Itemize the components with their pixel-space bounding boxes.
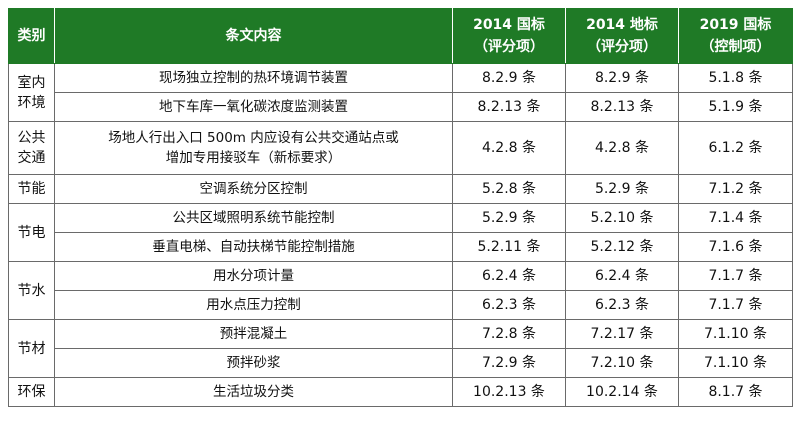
header-content: 条文内容 bbox=[54, 8, 453, 64]
db2014-cell: 10.2.14 条 bbox=[565, 377, 679, 407]
gb2019-cell: 7.1.7 条 bbox=[678, 261, 793, 291]
category-cell: 室内 环境 bbox=[8, 63, 55, 122]
content-cell: 预拌混凝土 bbox=[54, 319, 453, 349]
gb2014-cell: 10.2.13 条 bbox=[452, 377, 566, 407]
header-category: 类别 bbox=[8, 8, 55, 64]
category-line: 公共 bbox=[17, 130, 46, 146]
header-gb2019-line1: 2019 国标 bbox=[699, 17, 772, 33]
header-db2014-line2: （评分项） bbox=[587, 39, 657, 55]
content-cell: 场地人行出入口 500m 内应设有公共交通站点或 增加专用接驳车（新标要求） bbox=[54, 121, 453, 175]
gb2014-cell: 8.2.9 条 bbox=[452, 63, 566, 93]
comparison-table-container: 类别 条文内容 2014 国标 （评分项） 2014 地标 （评分项） 2019… bbox=[8, 8, 793, 407]
category-line: 交通 bbox=[17, 150, 46, 166]
header-gb2014-line2: （评分项） bbox=[474, 39, 544, 55]
table-row: 垂直电梯、自动扶梯节能控制措施 5.2.11 条 5.2.12 条 7.1.6 … bbox=[9, 232, 793, 262]
content-cell: 用水分项计量 bbox=[54, 261, 453, 291]
table-row: 预拌砂浆 7.2.9 条 7.2.10 条 7.1.10 条 bbox=[9, 348, 793, 378]
gb2014-cell: 5.2.8 条 bbox=[452, 174, 566, 204]
standards-comparison-table: 类别 条文内容 2014 国标 （评分项） 2014 地标 （评分项） 2019… bbox=[8, 8, 793, 407]
header-gb2014: 2014 国标 （评分项） bbox=[452, 8, 566, 64]
gb2019-cell: 6.1.2 条 bbox=[678, 121, 793, 175]
table-row: 地下车库一氧化碳浓度监测装置 8.2.13 条 8.2.13 条 5.1.9 条 bbox=[9, 92, 793, 122]
gb2014-cell: 4.2.8 条 bbox=[452, 121, 566, 175]
gb2019-cell: 7.1.6 条 bbox=[678, 232, 793, 262]
table-row: 用水点压力控制 6.2.3 条 6.2.3 条 7.1.7 条 bbox=[9, 290, 793, 320]
db2014-cell: 7.2.17 条 bbox=[565, 319, 679, 349]
header-gb2019-line2: （控制项） bbox=[700, 39, 771, 55]
db2014-cell: 6.2.4 条 bbox=[565, 261, 679, 291]
content-cell: 公共区域照明系统节能控制 bbox=[54, 203, 453, 233]
db2014-cell: 6.2.3 条 bbox=[565, 290, 679, 320]
gb2019-cell: 7.1.4 条 bbox=[678, 203, 793, 233]
gb2014-cell: 7.2.8 条 bbox=[452, 319, 566, 349]
header-gb2014-line1: 2014 国标 bbox=[473, 17, 545, 33]
category-cell: 环保 bbox=[8, 377, 55, 407]
category-cell: 节水 bbox=[8, 261, 55, 320]
content-line: 场地人行出入口 500m 内应设有公共交通站点或 bbox=[108, 130, 399, 146]
db2014-cell: 8.2.9 条 bbox=[565, 63, 679, 93]
category-line: 室内 bbox=[17, 74, 46, 91]
category-line: 环境 bbox=[17, 94, 46, 111]
gb2014-cell: 8.2.13 条 bbox=[452, 92, 566, 122]
table-row: 公共 交通 场地人行出入口 500m 内应设有公共交通站点或 增加专用接驳车（新… bbox=[8, 121, 793, 175]
table-row: 节水 用水分项计量 6.2.4 条 6.2.4 条 7.1.7 条 bbox=[8, 261, 793, 320]
db2014-cell: 7.2.10 条 bbox=[565, 348, 679, 378]
gb2019-cell: 7.1.7 条 bbox=[678, 290, 793, 320]
gb2019-cell: 5.1.9 条 bbox=[678, 92, 793, 122]
table-row: 室内 环境 现场独立控制的热环境调节装置 8.2.9 条 8.2.9 条 5.1… bbox=[8, 63, 793, 122]
gb2014-cell: 5.2.11 条 bbox=[452, 232, 566, 262]
db2014-cell: 5.2.9 条 bbox=[565, 174, 679, 204]
content-cell: 现场独立控制的热环境调节装置 bbox=[54, 63, 453, 93]
gb2019-cell: 7.1.10 条 bbox=[678, 319, 793, 349]
header-db2014: 2014 地标 （评分项） bbox=[565, 8, 679, 64]
gb2019-cell: 7.1.2 条 bbox=[678, 174, 793, 204]
table-row: 节电 公共区域照明系统节能控制 5.2.9 条 5.2.10 条 7.1.4 条 bbox=[8, 203, 793, 262]
gb2014-cell: 7.2.9 条 bbox=[452, 348, 566, 378]
table-row: 环保 生活垃圾分类 10.2.13 条 10.2.14 条 8.1.7 条 bbox=[8, 377, 793, 407]
gb2014-cell: 5.2.9 条 bbox=[452, 203, 566, 233]
category-cell: 节电 bbox=[8, 203, 55, 262]
content-cell: 生活垃圾分类 bbox=[54, 377, 453, 407]
gb2014-cell: 6.2.4 条 bbox=[452, 261, 566, 291]
db2014-cell: 5.2.10 条 bbox=[565, 203, 679, 233]
db2014-cell: 5.2.12 条 bbox=[565, 232, 679, 262]
content-cell: 用水点压力控制 bbox=[54, 290, 453, 320]
db2014-cell: 8.2.13 条 bbox=[565, 92, 679, 122]
category-cell: 节材 bbox=[8, 319, 55, 378]
header-db2014-line1: 2014 地标 bbox=[586, 17, 658, 33]
table-row: 节能 空调系统分区控制 5.2.8 条 5.2.9 条 7.1.2 条 bbox=[8, 174, 793, 204]
db2014-cell: 4.2.8 条 bbox=[565, 121, 679, 175]
content-line: 增加专用接驳车（新标要求） bbox=[165, 150, 342, 166]
table-row: 节材 预拌混凝土 7.2.8 条 7.2.17 条 7.1.10 条 bbox=[8, 319, 793, 378]
category-cell: 节能 bbox=[8, 174, 55, 204]
content-cell: 预拌砂浆 bbox=[54, 348, 453, 378]
category-cell: 公共 交通 bbox=[8, 121, 55, 175]
content-cell: 地下车库一氧化碳浓度监测装置 bbox=[54, 92, 453, 122]
content-cell: 空调系统分区控制 bbox=[54, 174, 453, 204]
gb2014-cell: 6.2.3 条 bbox=[452, 290, 566, 320]
gb2019-cell: 8.1.7 条 bbox=[678, 377, 793, 407]
header-gb2019: 2019 国标 （控制项） bbox=[678, 8, 793, 64]
gb2019-cell: 7.1.10 条 bbox=[678, 348, 793, 378]
gb2019-cell: 5.1.8 条 bbox=[678, 63, 793, 93]
table-header-row: 类别 条文内容 2014 国标 （评分项） 2014 地标 （评分项） 2019… bbox=[8, 8, 793, 64]
content-cell: 垂直电梯、自动扶梯节能控制措施 bbox=[54, 232, 453, 262]
